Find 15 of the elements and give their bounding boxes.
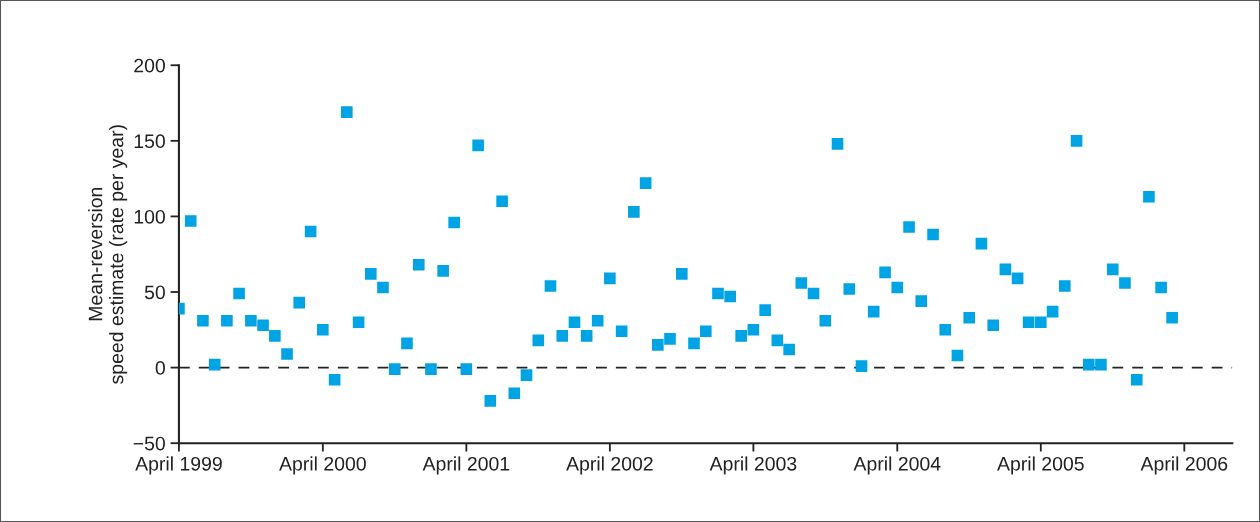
y-tick-label: −50 — [133, 436, 165, 451]
x-tick-label: April 2005 — [997, 456, 1084, 475]
y-tick-label: 0 — [155, 361, 165, 375]
x-tick-label: April 1999 — [135, 456, 222, 475]
x-tick-label: April 2006 — [1140, 456, 1228, 475]
x-tick-label: April 2003 — [709, 456, 797, 475]
x-tick-label: April 2000 — [279, 456, 366, 475]
y-tick-label: 200 — [134, 58, 165, 73]
x-tick-label: April 2004 — [853, 456, 941, 475]
y-tick-label: 150 — [134, 134, 165, 149]
y-tick-label: 50 — [144, 285, 165, 300]
y-axis-title: Mean-reversion speed estimate (rate per year) — [88, 125, 128, 384]
x-tick-label: April 2002 — [566, 456, 653, 475]
x-tick-label: April 2001 — [422, 456, 510, 475]
y-tick-label: 100 — [134, 209, 165, 224]
